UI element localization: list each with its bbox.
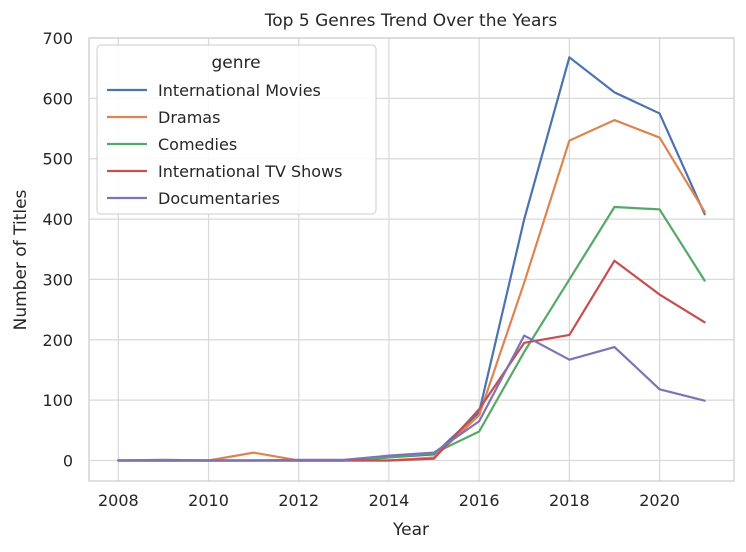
x-tick-label: 2014 [369,491,410,510]
y-tick-label: 300 [42,270,73,289]
series-lines [117,56,706,462]
legend-label-4: International TV Shows [158,162,343,181]
legend-label-2: Dramas [158,108,220,127]
y-axis-ticks: 0 100 200 300 400 500 600 700 [42,29,73,470]
legend-label-3: Comedies [158,135,237,154]
plot-frame [88,37,735,482]
x-tick-label: 2010 [188,491,229,510]
series-line-5 [117,334,706,462]
x-tick-label: 2012 [278,491,319,510]
y-tick-label: 100 [42,391,73,410]
y-axis-title: Number of Titles [11,189,31,330]
legend-label-5: Documentaries [158,189,280,208]
y-tick-label: 700 [42,29,73,48]
y-tick-label: 600 [42,89,73,108]
legend-label-1: International Movies [158,81,321,100]
y-tick-label: 0 [63,451,73,470]
y-tick-label: 400 [42,210,73,229]
y-tick-label: 200 [42,331,73,350]
x-axis-ticks: 2008 2010 2012 2014 2016 2018 2020 [98,491,680,510]
legend: genre International Movies Dramas Comedies… [96,44,377,215]
legend-box [96,44,377,215]
x-tick-label: 2008 [98,491,139,510]
x-axis-title: Year [392,520,429,540]
x-tick-label: 2020 [639,491,680,510]
legend-items: International Movies Dramas Comedies Intern… [107,81,343,208]
x-tick-label: 2016 [459,491,500,510]
legend-title: genre [211,53,260,73]
x-tick-label: 2018 [549,491,590,510]
chart-title: Top 5 Genres Trend Over the Years [264,11,558,31]
y-tick-label: 500 [42,150,73,169]
